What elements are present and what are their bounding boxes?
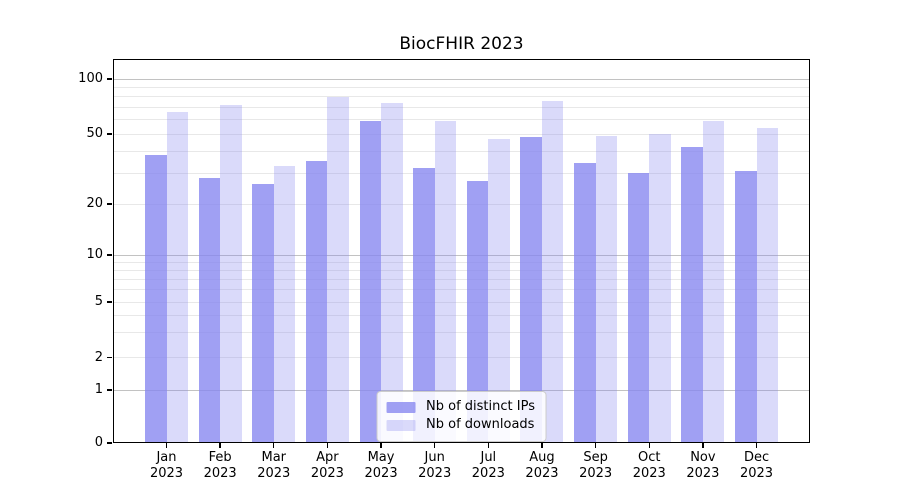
y-tick-label: 20 [86, 196, 103, 211]
y-tick-label: 1 [94, 382, 103, 397]
bar-downloads-feb [220, 105, 242, 443]
bar-distinct-ips-oct [627, 173, 650, 443]
x-tick [702, 443, 704, 448]
y-tick [107, 133, 112, 135]
x-tick [219, 443, 221, 448]
y-tick-label: 0 [94, 435, 103, 450]
gridline-minor [113, 289, 810, 291]
bar-downloads-jul [488, 138, 510, 443]
gridline-minor [113, 332, 810, 334]
x-tick-label: Sep 2023 [579, 450, 613, 481]
x-tick-label: Nov 2023 [686, 450, 720, 481]
bar-downloads-apr [327, 96, 349, 443]
bar-downloads-dec [756, 127, 779, 443]
x-tick [755, 443, 758, 448]
y-tick [107, 389, 112, 391]
legend-item-downloads: Nb of downloads [386, 417, 535, 433]
bar-downloads-oct [649, 134, 671, 443]
x-tick [594, 443, 597, 448]
bar-distinct-ips-jan [145, 154, 167, 443]
gridline-minor [113, 315, 810, 317]
bar-distinct-ips-jun [413, 168, 435, 443]
x-tick [380, 443, 382, 448]
x-tick [434, 443, 436, 448]
x-tick-label: Jun 2023 [418, 450, 452, 481]
gridline-major [113, 78, 810, 80]
legend: Nb of distinct IPs Nb of downloads [376, 391, 547, 442]
gridline-minor [113, 106, 810, 108]
x-tick-label: Mar 2023 [257, 450, 291, 481]
gridline-minor [113, 278, 810, 280]
x-tick-label: Dec 2023 [739, 450, 774, 481]
gridline-minor [113, 86, 810, 88]
x-tick-label: Jul 2023 [471, 450, 505, 481]
x-tick-label: May 2023 [364, 450, 398, 481]
bar-distinct-ips-sep [574, 163, 596, 443]
bar-distinct-ips-dec [735, 170, 757, 443]
gridline-minor [113, 269, 810, 271]
legend-swatch-distinct-ips [386, 401, 416, 413]
gridline-major [113, 389, 810, 391]
x-tick [648, 443, 650, 448]
x-tick [326, 443, 329, 448]
bar-downloads-sep [595, 135, 618, 443]
legend-label-downloads: Nb of downloads [426, 417, 535, 432]
chart-title: BiocFHIR 2023 [399, 34, 524, 54]
bar-downloads-aug [541, 100, 564, 443]
bar-distinct-ips-aug [520, 137, 542, 443]
plot-area: Nb of distinct IPs Nb of downloads [113, 59, 810, 443]
gridline-minor [113, 261, 810, 263]
y-tick-label: 5 [94, 294, 103, 309]
gridline-minor [113, 172, 810, 174]
y-tick [107, 254, 112, 256]
gridline-minor [113, 301, 810, 303]
gridline-minor [113, 357, 810, 358]
x-tick-label: Apr 2023 [310, 450, 344, 481]
gridline-major [113, 254, 810, 256]
legend-label-distinct-ips: Nb of distinct IPs [426, 399, 535, 414]
x-tick [487, 443, 490, 448]
y-tick [107, 203, 112, 205]
gridline-minor [113, 119, 810, 121]
bar-distinct-ips-apr [305, 161, 328, 443]
x-tick [541, 443, 543, 448]
gridline-minor [113, 96, 810, 98]
y-tick-label: 100 [78, 71, 103, 86]
bar-distinct-ips-feb [198, 178, 221, 443]
bar-downloads-may [381, 102, 403, 443]
y-tick-label: 10 [86, 247, 103, 262]
x-tick [165, 443, 168, 448]
y-tick [107, 442, 112, 444]
y-tick [107, 301, 112, 303]
bar-distinct-ips-nov [681, 147, 703, 443]
y-tick-label: 50 [86, 126, 103, 141]
x-tick [273, 443, 275, 448]
bar-downloads-jun [434, 120, 457, 443]
x-tick-label: Oct 2023 [632, 450, 666, 481]
y-tick [107, 356, 112, 359]
x-tick-label: Jan 2023 [149, 450, 184, 481]
bar-distinct-ips-jul [466, 181, 489, 443]
x-tick-label: Feb 2023 [203, 450, 237, 481]
bar-distinct-ips-mar [252, 183, 274, 443]
gridline-minor [113, 133, 810, 135]
y-tick-label: 2 [94, 349, 103, 365]
bar-distinct-ips-may [359, 120, 382, 443]
y-tick [107, 78, 112, 80]
legend-swatch-downloads [386, 419, 416, 431]
bar-downloads-jan [166, 111, 188, 443]
legend-item-distinct-ips: Nb of distinct IPs [386, 399, 535, 415]
gridline-minor [113, 203, 810, 205]
bar-downloads-mar [273, 165, 296, 443]
x-tick-label: Aug 2023 [525, 450, 559, 481]
gridline-minor [113, 150, 810, 152]
bar-downloads-nov [702, 120, 725, 443]
